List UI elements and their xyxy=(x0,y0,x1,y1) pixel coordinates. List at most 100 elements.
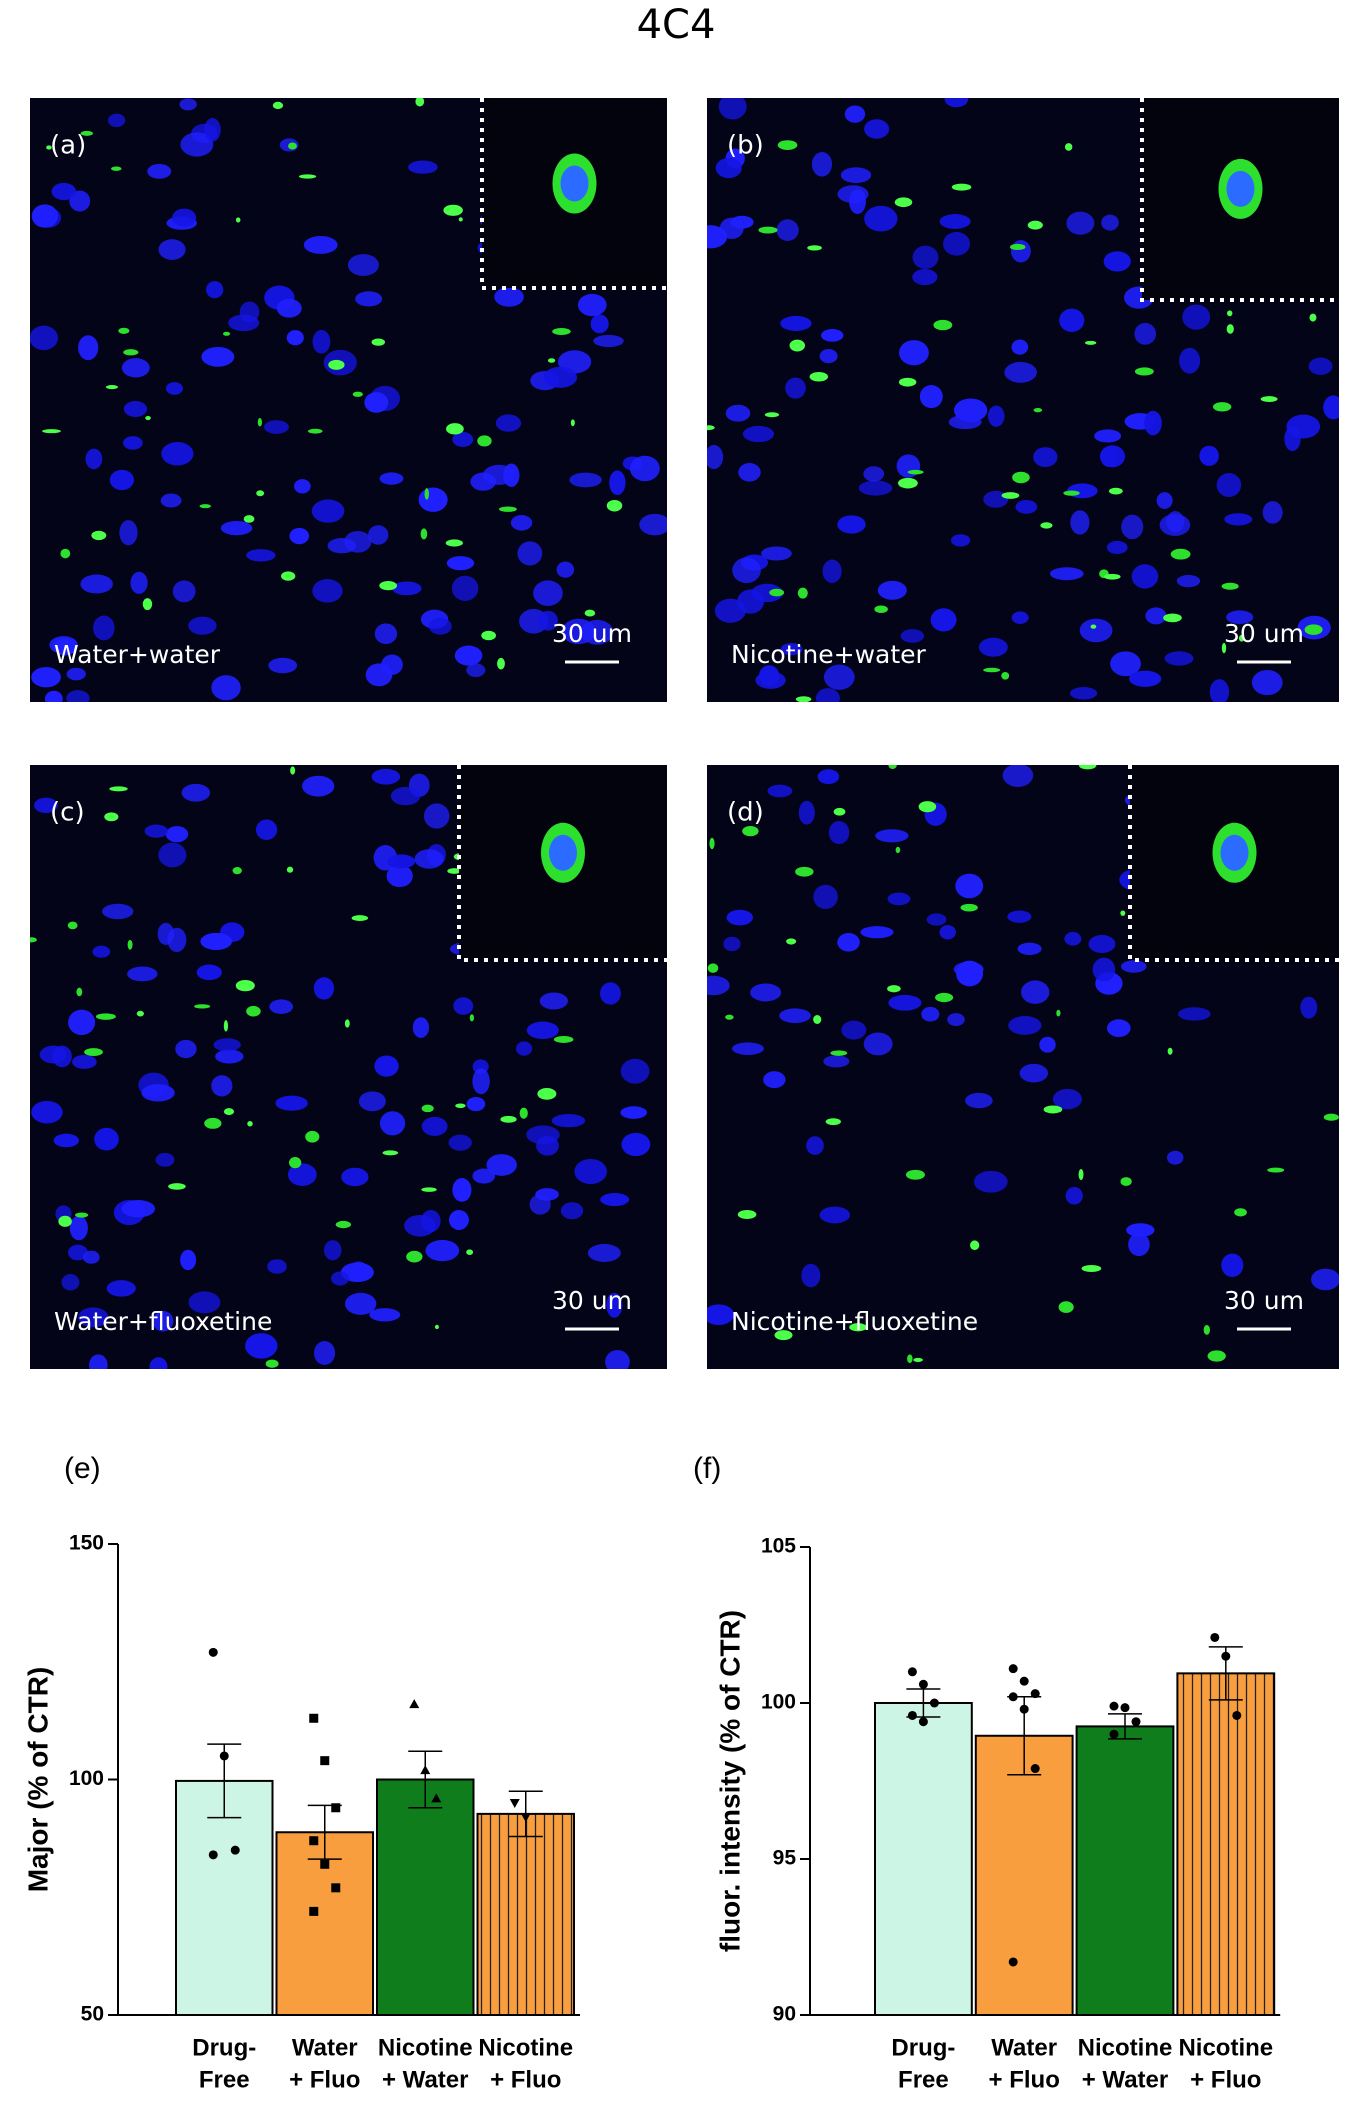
microglia xyxy=(825,1118,841,1126)
x-tick-label: Drug- xyxy=(891,2034,955,2061)
nucleus xyxy=(80,574,113,594)
panel-label: (e) xyxy=(64,1452,101,1485)
microglia xyxy=(58,1215,72,1227)
nucleus xyxy=(821,329,844,342)
data-point xyxy=(1008,1692,1018,1702)
inset-border xyxy=(457,765,667,962)
nucleus xyxy=(418,487,448,512)
panel-label: (a) xyxy=(50,131,86,161)
microglia xyxy=(481,630,496,641)
nucleus xyxy=(1286,414,1321,439)
microglia xyxy=(281,571,296,581)
nucleus xyxy=(1300,996,1318,1019)
x-tick-label: + Fluo xyxy=(289,2066,360,2093)
nucleus xyxy=(1017,942,1042,955)
nucleus xyxy=(965,1092,993,1109)
nucleus xyxy=(1221,1253,1244,1278)
microglia xyxy=(1001,492,1020,499)
nucleus xyxy=(730,215,754,229)
nucleus xyxy=(1323,395,1339,420)
nucleus xyxy=(539,992,568,1010)
data-point xyxy=(907,1667,917,1677)
microglia xyxy=(960,903,978,912)
microglia xyxy=(707,963,719,973)
nucleus xyxy=(823,1055,850,1068)
microglia xyxy=(42,429,61,434)
microglia xyxy=(84,1048,103,1057)
microglia xyxy=(1064,143,1073,151)
nucleus xyxy=(900,629,925,643)
nucleus xyxy=(813,884,838,910)
y-tick-label: 90 xyxy=(773,2003,796,2026)
data-point xyxy=(431,1793,442,1803)
nucleus xyxy=(165,826,189,843)
nucleus xyxy=(423,803,450,829)
nucleus xyxy=(605,1350,630,1369)
microglia xyxy=(406,1250,423,1263)
nucleus xyxy=(529,1194,551,1215)
nucleus xyxy=(1021,980,1050,1004)
nucleus xyxy=(44,690,63,702)
nucleus xyxy=(425,1239,460,1262)
inset-border xyxy=(1140,98,1339,302)
microglia xyxy=(1103,573,1121,580)
microglia xyxy=(935,992,954,1003)
scale-label: 30 um xyxy=(552,1286,632,1315)
y-tick-label: 50 xyxy=(81,2003,104,2026)
nucleus xyxy=(287,1163,317,1186)
nucleus xyxy=(887,892,911,906)
data-point xyxy=(1030,1764,1040,1774)
nucleus xyxy=(1059,308,1085,332)
nucleus xyxy=(102,903,134,920)
nucleus xyxy=(312,579,343,603)
microglia xyxy=(328,359,345,370)
microglia xyxy=(769,588,785,597)
nucleus xyxy=(78,1307,109,1328)
nucleus xyxy=(600,1193,630,1207)
microglia xyxy=(466,1249,474,1255)
microglia xyxy=(257,417,262,427)
micrograph: (a) Water+water 30 um xyxy=(30,98,667,702)
nucleus xyxy=(921,1006,940,1022)
nucleus xyxy=(1226,610,1254,624)
microglia xyxy=(67,921,78,930)
microglia xyxy=(204,1117,222,1129)
microglia xyxy=(547,358,556,363)
nucleus xyxy=(286,330,304,346)
nucleus xyxy=(569,472,602,488)
microglia xyxy=(737,1209,757,1219)
nucleus xyxy=(179,98,197,111)
nucleus xyxy=(1145,607,1167,625)
x-tick-label: Nicotine xyxy=(1078,2034,1173,2061)
nucleus xyxy=(1182,304,1211,330)
microglia xyxy=(256,490,265,497)
nucleus xyxy=(92,945,111,958)
microglia xyxy=(344,1019,350,1028)
microglia xyxy=(421,1187,437,1192)
nucleus xyxy=(837,185,869,203)
data-point xyxy=(918,1717,928,1727)
nucleus xyxy=(486,1154,517,1176)
microglia xyxy=(1309,313,1317,322)
nucleus xyxy=(947,1013,965,1027)
nucleus xyxy=(158,842,187,868)
nucleus xyxy=(31,666,61,688)
image-content xyxy=(707,98,1339,702)
x-tick-label: + Water xyxy=(382,2066,468,2093)
x-tick-label: + Fluo xyxy=(1190,2066,1261,2093)
nucleus xyxy=(239,301,260,323)
nucleus xyxy=(593,334,624,348)
microglia xyxy=(777,140,798,150)
nucleus xyxy=(495,414,522,432)
nucleus xyxy=(264,420,289,434)
nucleus xyxy=(1070,510,1090,535)
nucleus xyxy=(912,268,938,286)
nucleus xyxy=(517,541,543,566)
nucleus xyxy=(1100,447,1117,467)
nucleus xyxy=(561,618,596,645)
microglia xyxy=(951,183,972,191)
nucleus xyxy=(34,797,58,814)
nucleus xyxy=(1052,1088,1082,1110)
microglia xyxy=(335,1220,352,1229)
inset-border xyxy=(480,98,667,290)
